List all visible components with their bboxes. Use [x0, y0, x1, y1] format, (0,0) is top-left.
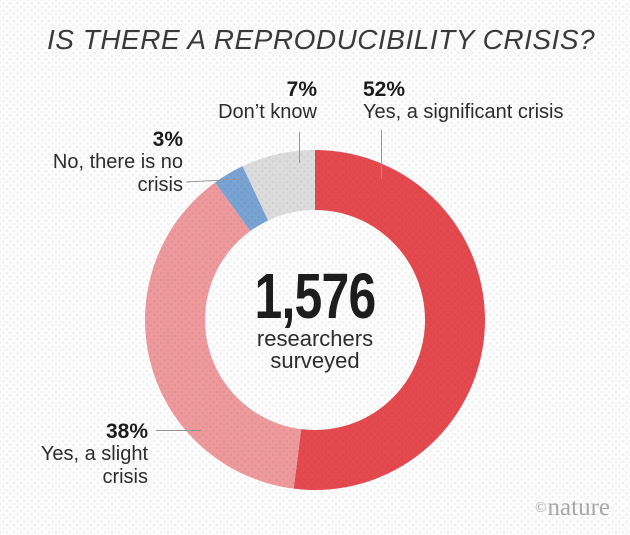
leader-line-slight-crisis	[156, 430, 202, 431]
callout-dont-know: 7% Don’t know	[218, 78, 317, 124]
leader-line-dont-know	[299, 132, 300, 163]
donut-segment-yes-slight	[145, 182, 302, 489]
callout-slight-crisis-pct: 38%	[105, 420, 148, 443]
nature-logo: ©nature	[535, 494, 610, 522]
donut-segment-no-crisis	[215, 166, 269, 232]
callout-slight-crisis-label: Yes, a slight crisis	[40, 443, 148, 488]
callout-significant-crisis-label: Yes, a significant crisis	[363, 101, 564, 123]
donut-chart	[145, 150, 485, 490]
donut-segment-dont-know	[242, 150, 315, 221]
nature-logo-text: nature	[547, 494, 610, 521]
callout-slight-crisis: 38% Yes, a slight crisis	[41, 420, 148, 489]
callout-significant-crisis-pct: 52%	[363, 78, 406, 101]
center-caption: researchers surveyed	[256, 326, 374, 373]
donut-segment-yes-significant	[293, 150, 485, 490]
callout-significant-crisis: 52% Yes, a significant crisis	[363, 78, 563, 124]
callout-dont-know-pct: 7%	[286, 78, 317, 101]
callout-no-crisis-pct: 3%	[152, 128, 183, 151]
center-value: 1,576	[254, 260, 376, 332]
callout-no-crisis: 3% No, there is no crisis	[53, 128, 183, 197]
donut-center-stat: 1,576 researchers surveyed	[200, 260, 430, 373]
chart-title: IS THERE A REPRODUCIBILITY CRISIS?	[47, 24, 596, 55]
callout-no-crisis-label: No, there is no crisis	[52, 151, 183, 196]
copyright-icon: ©	[535, 500, 547, 516]
leader-line-significant-crisis	[381, 130, 382, 179]
callout-dont-know-label: Don’t know	[218, 101, 317, 123]
